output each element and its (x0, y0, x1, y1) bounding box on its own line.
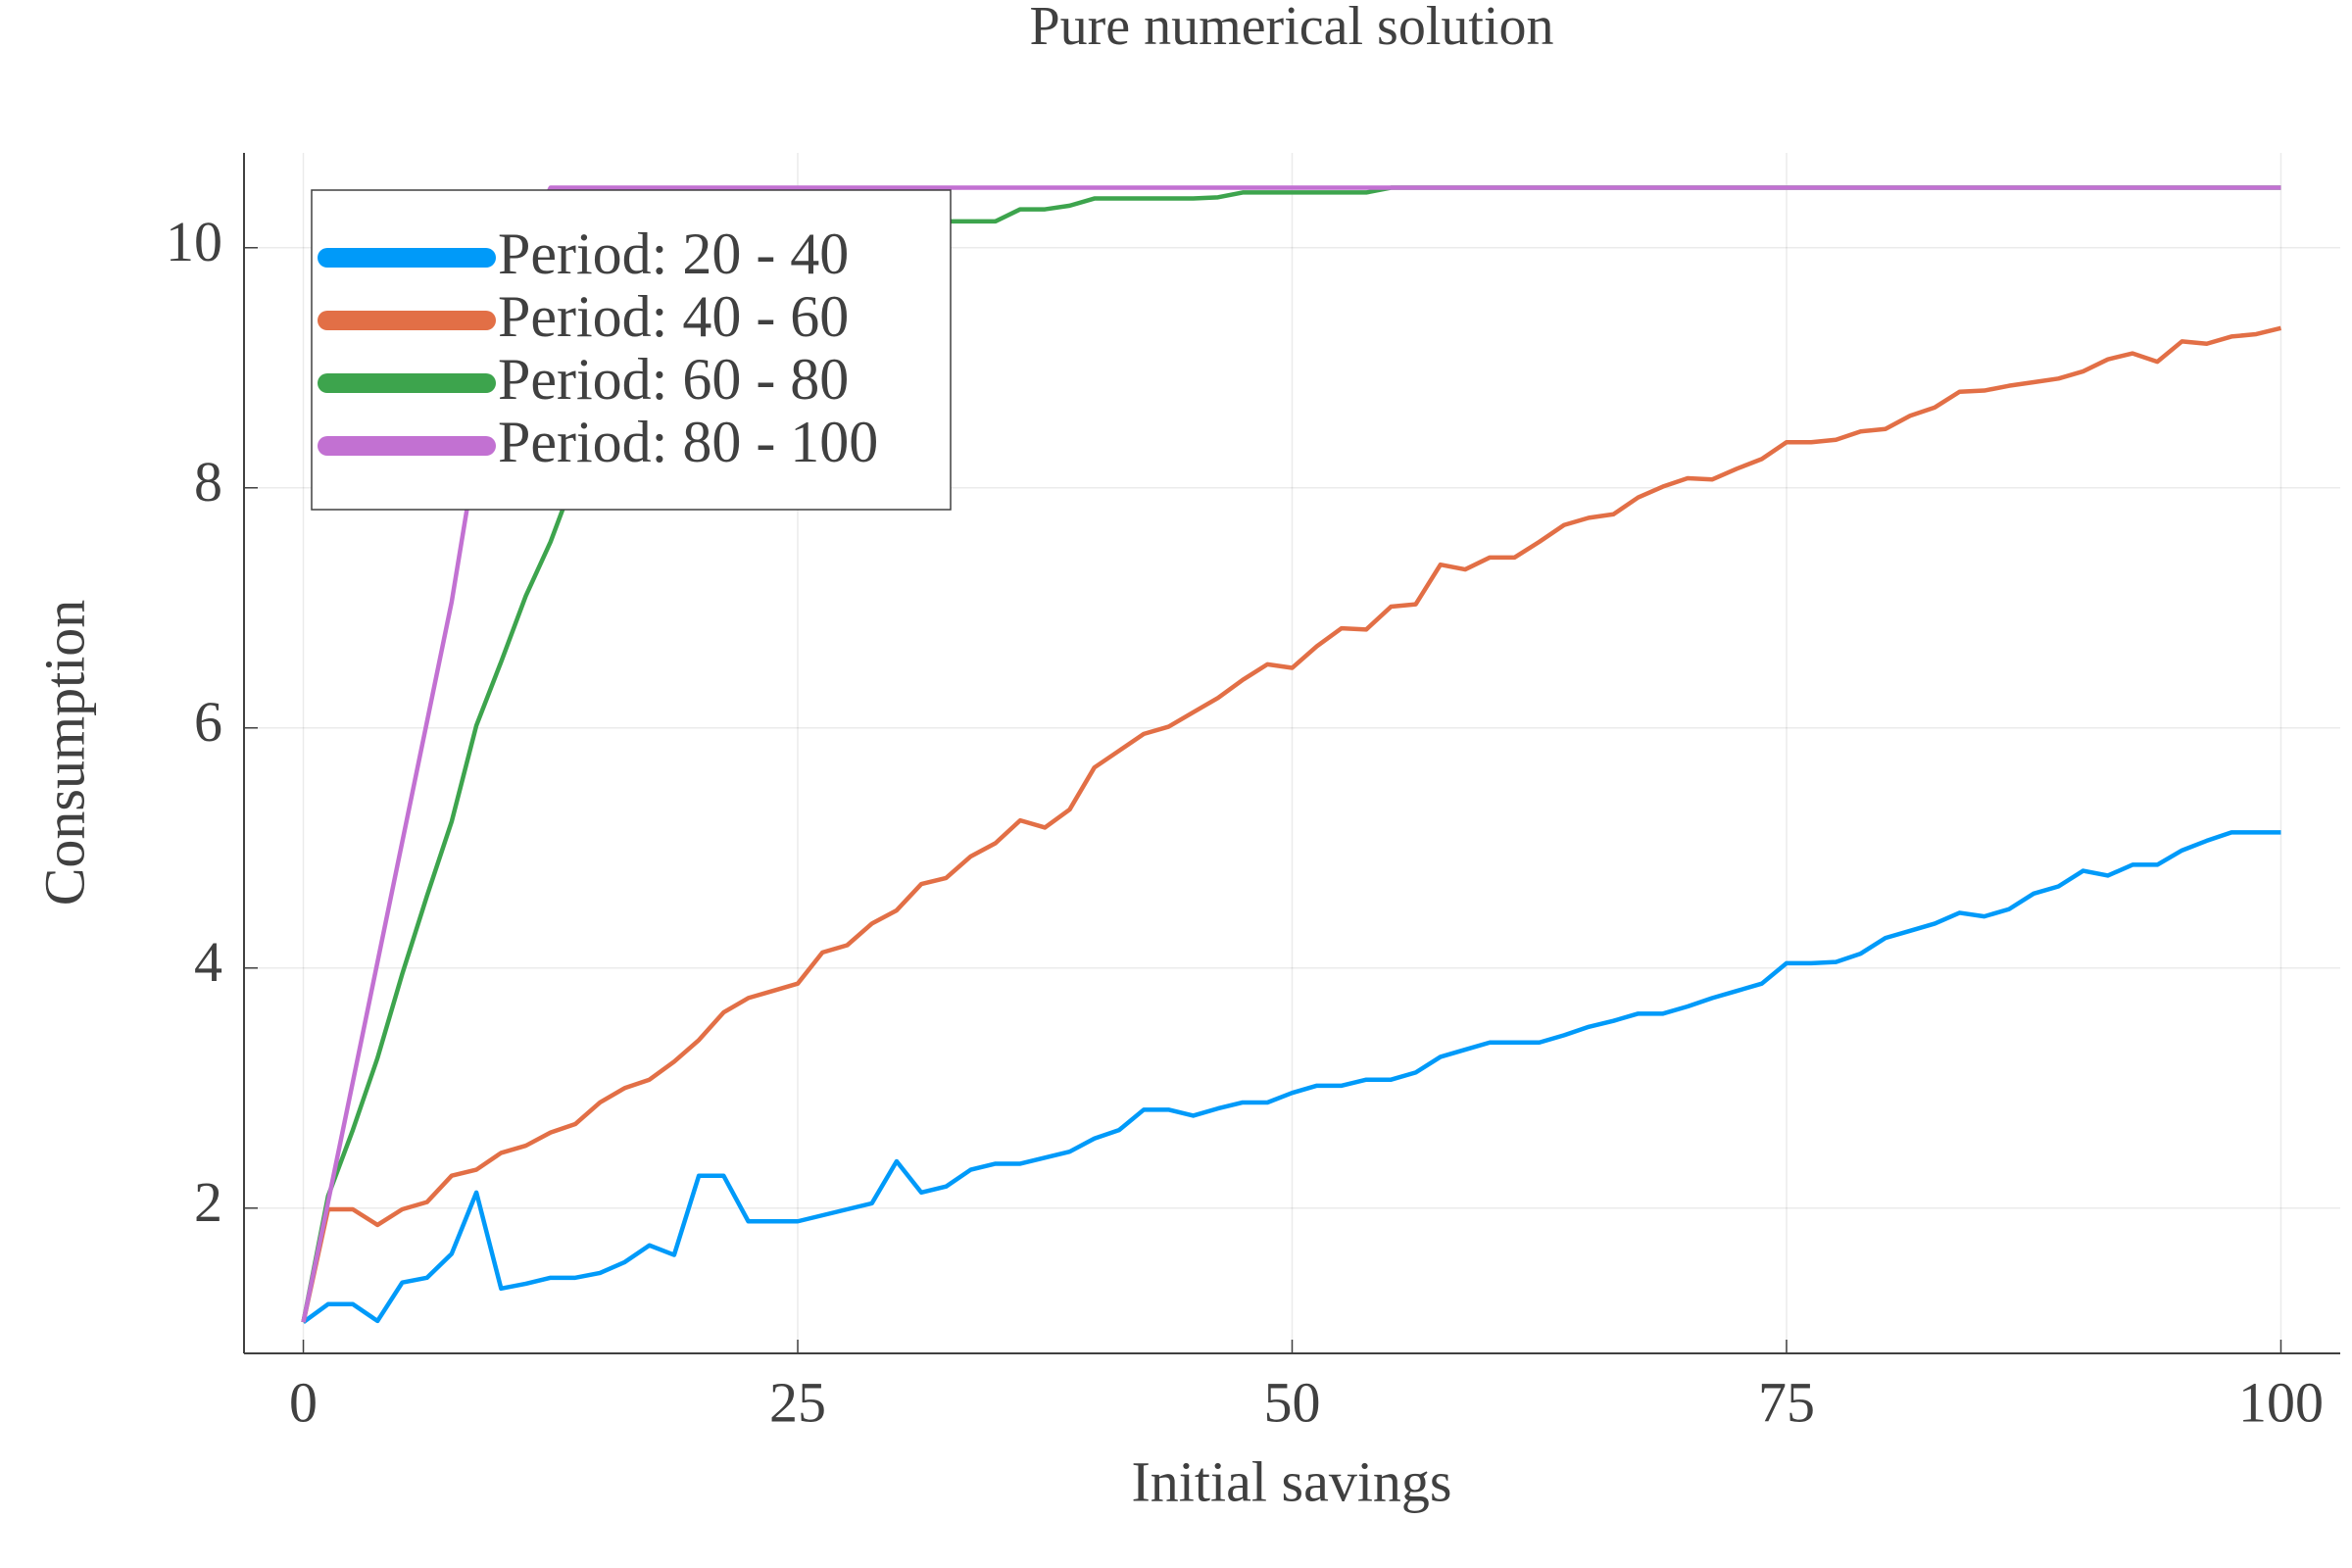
y-tick-label: 4 (194, 930, 222, 994)
y-tick-label: 8 (194, 450, 222, 514)
legend-label: Period: 60 - 80 (498, 347, 849, 412)
y-tick-label: 2 (194, 1170, 222, 1234)
x-tick-label: 25 (769, 1370, 826, 1434)
x-tick-label: 50 (1264, 1370, 1321, 1434)
x-tick-label: 0 (289, 1370, 318, 1434)
y-tick-label: 10 (166, 210, 222, 273)
x-axis-label: Initial savings (1131, 1449, 1451, 1513)
series-line (301, 185, 2281, 1323)
x-tick-label: 100 (2238, 1370, 2324, 1434)
series-line (301, 325, 2281, 1323)
y-axis-label: Consumption (32, 600, 96, 906)
legend-label: Period: 80 - 100 (498, 410, 878, 474)
chart-title: Pure numerical solution (1029, 0, 1553, 57)
series-line (302, 830, 2281, 1324)
x-tick-label: 75 (1758, 1370, 1815, 1434)
legend-box (311, 189, 952, 511)
y-tick-label: 6 (194, 690, 222, 754)
legend-label: Period: 40 - 60 (498, 284, 849, 349)
legend-label: Period: 20 - 40 (498, 221, 849, 286)
